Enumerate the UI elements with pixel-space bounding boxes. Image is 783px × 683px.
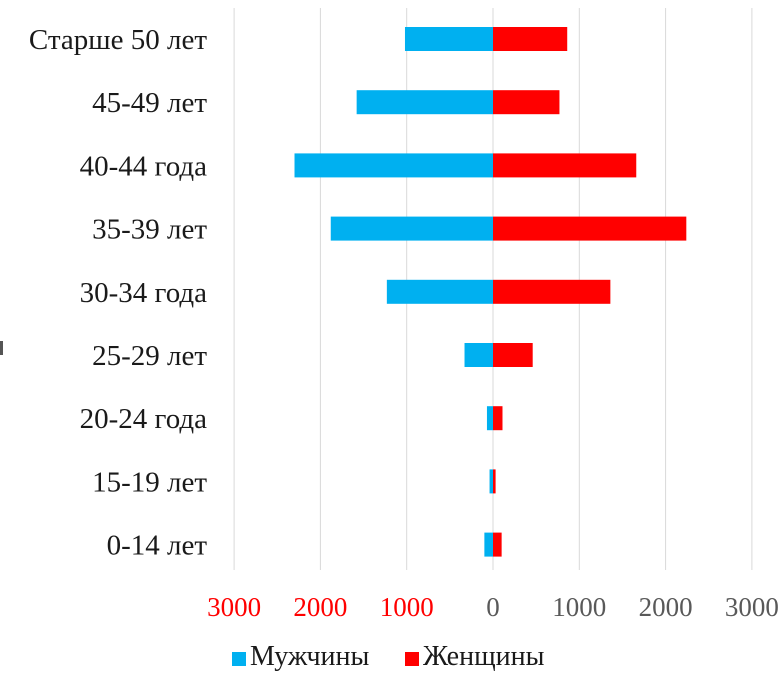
bar-men	[484, 532, 493, 557]
bar-women	[493, 406, 503, 431]
category-label: 35-39 лет	[92, 214, 207, 246]
legend-label-women: Женщины	[423, 641, 545, 672]
category-label: 45-49 лет	[92, 87, 207, 119]
x-tick-label: 3000	[725, 592, 779, 622]
bar-women	[493, 216, 687, 241]
category-label: Старше 50 лет	[29, 24, 207, 56]
bar-women	[493, 153, 637, 178]
bar-men	[486, 406, 493, 431]
legend-swatch-women	[405, 652, 419, 666]
stray-edge-mark	[0, 341, 3, 355]
legend-swatch-men	[232, 652, 246, 666]
bar-women	[493, 343, 533, 367]
x-tick-label: 1000	[552, 592, 606, 622]
bar-men	[330, 216, 493, 241]
x-tick-label: 0	[486, 592, 500, 622]
x-tick-label: 3000	[207, 592, 261, 622]
bar-men	[356, 90, 493, 115]
legend-label-men: Мужчины	[250, 641, 370, 672]
bar-women	[493, 279, 611, 304]
x-tick-label: 2000	[639, 592, 693, 622]
bar-women	[493, 469, 496, 494]
category-label: 40-44 года	[80, 150, 207, 182]
bar-men	[489, 469, 493, 494]
bar-women	[493, 27, 568, 51]
x-tick-label: 2000	[293, 592, 347, 622]
category-label: 25-29 лет	[92, 340, 207, 372]
bar-men	[294, 153, 493, 178]
x-tick-label: 1000	[380, 592, 434, 622]
bar-women	[493, 532, 502, 557]
category-label: 30-34 года	[80, 277, 207, 309]
category-label: 0-14 лет	[107, 530, 208, 562]
bar-women	[493, 90, 560, 115]
bar-men	[386, 279, 493, 304]
category-label: 15-19 лет	[92, 466, 207, 498]
bar-men	[404, 27, 493, 51]
bar-men	[464, 343, 493, 367]
category-label: 20-24 года	[80, 403, 207, 435]
